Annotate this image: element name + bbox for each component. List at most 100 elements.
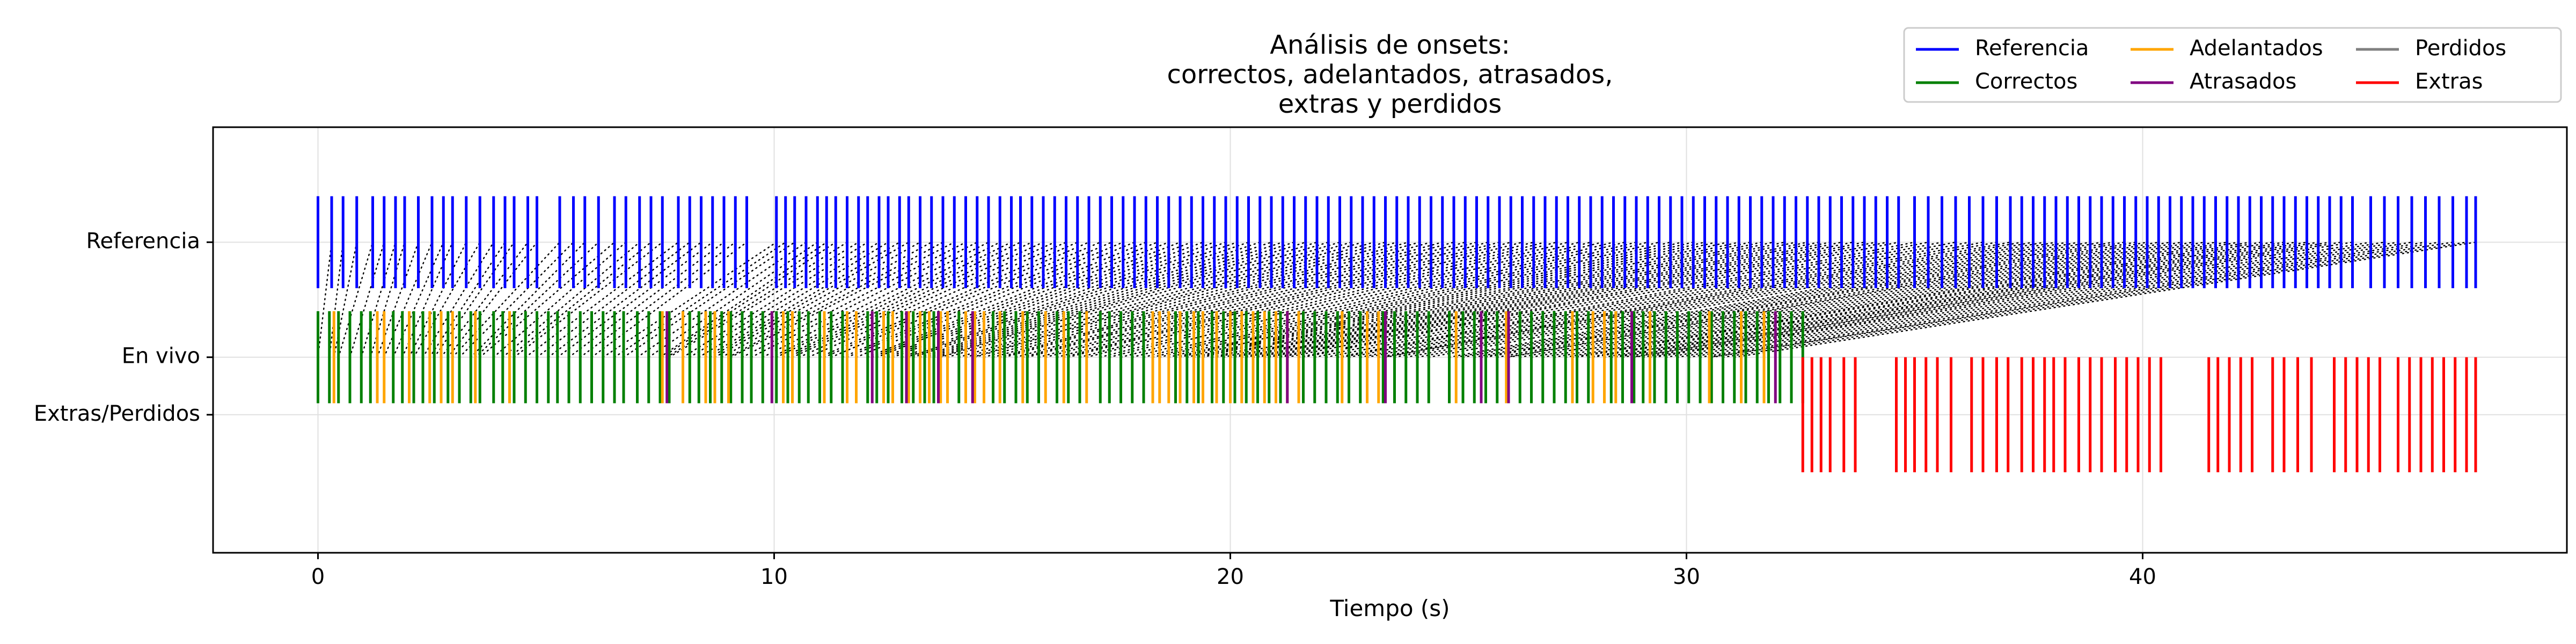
- match-line: [771, 241, 1001, 358]
- match-line: [1688, 241, 2413, 358]
- match-line: [440, 241, 529, 358]
- match-line: [1677, 241, 2399, 358]
- match-line: [872, 241, 1158, 358]
- match-line: [361, 241, 397, 358]
- match-line: [474, 241, 599, 358]
- chart-title-line-2: correctos, adelantados, atrasados,: [1167, 60, 1613, 90]
- legend-label: Perdidos: [2415, 36, 2506, 61]
- match-line: [1359, 241, 1957, 358]
- match-line: [819, 241, 1078, 358]
- match-line: [1722, 241, 2468, 358]
- match-line: [1337, 241, 1915, 358]
- match-line: [1257, 241, 1797, 358]
- match-line: [741, 241, 967, 358]
- match-line: [1448, 241, 2068, 358]
- match-line: [1592, 241, 2262, 358]
- match-line: [1168, 241, 1626, 358]
- match-line: [317, 241, 333, 358]
- match-line: [509, 241, 652, 358]
- match-line: [591, 241, 748, 358]
- match-line: [1653, 241, 2372, 358]
- x-tick-label-1: 10: [760, 565, 788, 589]
- match-line: [401, 241, 453, 358]
- match-line: [958, 241, 1341, 358]
- match-line: [1699, 241, 2426, 358]
- x-axis-ticks: 0 10 20 30 40: [311, 553, 2156, 589]
- match-line: [434, 241, 515, 358]
- match-line: [447, 241, 538, 358]
- legend-entry-perdidos: Perdidos: [2356, 36, 2506, 61]
- match-line: [1378, 241, 1984, 358]
- match-line: [1186, 241, 1660, 358]
- match-line: [328, 241, 344, 358]
- match-line: [1455, 241, 2080, 358]
- legend: Referencia Correctos Adelantados Atrasados P…: [1903, 27, 2562, 103]
- match-line: [1314, 241, 1888, 358]
- match-line: [1496, 241, 2136, 358]
- match-line: [1109, 241, 1557, 358]
- chart-title: Análisis de onsets: correctos, adelantad…: [1167, 30, 1613, 119]
- match-line: [1193, 241, 1671, 358]
- match-line: [408, 241, 467, 358]
- match-line: [940, 241, 1318, 358]
- match-line: [1553, 241, 2205, 358]
- x-tick-label-4: 40: [2129, 565, 2156, 589]
- match-line: [370, 241, 406, 358]
- match-line: [1531, 241, 2182, 358]
- match-line: [1216, 241, 1717, 358]
- legend-entry-atrasados: Atrasados: [2131, 69, 2296, 94]
- match-line: [1152, 241, 1603, 358]
- legend-entry-extras: Extras: [2356, 69, 2483, 94]
- match-line: [1366, 241, 1970, 358]
- match-line: [1175, 241, 1637, 358]
- match-line: [547, 241, 702, 358]
- match-line: [1179, 241, 1649, 358]
- match-line: [1571, 241, 2228, 358]
- match-line: [782, 241, 1021, 358]
- match-line: [1241, 241, 1762, 358]
- plot-frame: [212, 126, 2568, 554]
- x-tick-label-0: 0: [311, 565, 325, 589]
- match-line: [413, 241, 481, 358]
- atrasados-events: [665, 311, 1777, 404]
- match-line: [787, 241, 1033, 358]
- match-line: [965, 241, 1352, 358]
- legend-label: Referencia: [1975, 36, 2089, 61]
- match-line: [1542, 241, 2194, 358]
- match-line: [1642, 241, 2342, 358]
- match-line: [721, 241, 932, 358]
- x-tick-label-2: 20: [1217, 565, 1244, 589]
- match-line: [1086, 241, 1534, 358]
- event-marks: [317, 196, 2477, 472]
- match-line: [1507, 241, 2160, 358]
- match-line: [1733, 241, 2477, 358]
- match-line: [1348, 241, 1943, 358]
- x-tick-label-3: 30: [1673, 565, 1700, 589]
- match-line: [728, 241, 944, 358]
- match-line: [1480, 241, 2114, 358]
- match-line: [659, 241, 828, 358]
- match-line: [892, 241, 1204, 358]
- match-line: [1246, 241, 1774, 358]
- y-tick-label-2: Extras/Perdidos: [34, 401, 200, 426]
- match-line: [1649, 241, 2353, 358]
- match-line: [648, 241, 818, 358]
- match-line: [613, 241, 786, 358]
- match-line: [698, 241, 889, 358]
- x-axis-label: Tiempo (s): [1329, 595, 1450, 621]
- match-line: [1587, 241, 2251, 358]
- match-line: [1604, 241, 2273, 358]
- match-line: [1576, 241, 2240, 358]
- match-line: [636, 241, 807, 358]
- match-line: [1056, 241, 1489, 358]
- match-line: [429, 241, 506, 358]
- y-tick-label-1: En vivo: [122, 344, 200, 369]
- match-line: [905, 241, 1227, 358]
- match-line: [525, 241, 679, 358]
- extras-events: [1801, 357, 2477, 472]
- match-line: [1385, 241, 2011, 358]
- match-line: [750, 241, 978, 358]
- match-line: [983, 241, 1386, 358]
- legend-label: Adelantados: [2190, 36, 2323, 61]
